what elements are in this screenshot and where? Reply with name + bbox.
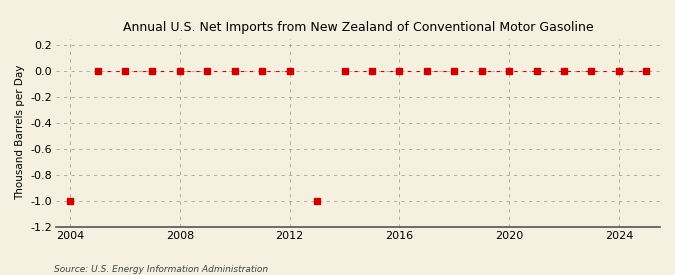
Y-axis label: Thousand Barrels per Day: Thousand Barrels per Day bbox=[15, 65, 25, 200]
Text: Source: U.S. Energy Information Administration: Source: U.S. Energy Information Administ… bbox=[54, 265, 268, 274]
Title: Annual U.S. Net Imports from New Zealand of Conventional Motor Gasoline: Annual U.S. Net Imports from New Zealand… bbox=[123, 21, 593, 34]
